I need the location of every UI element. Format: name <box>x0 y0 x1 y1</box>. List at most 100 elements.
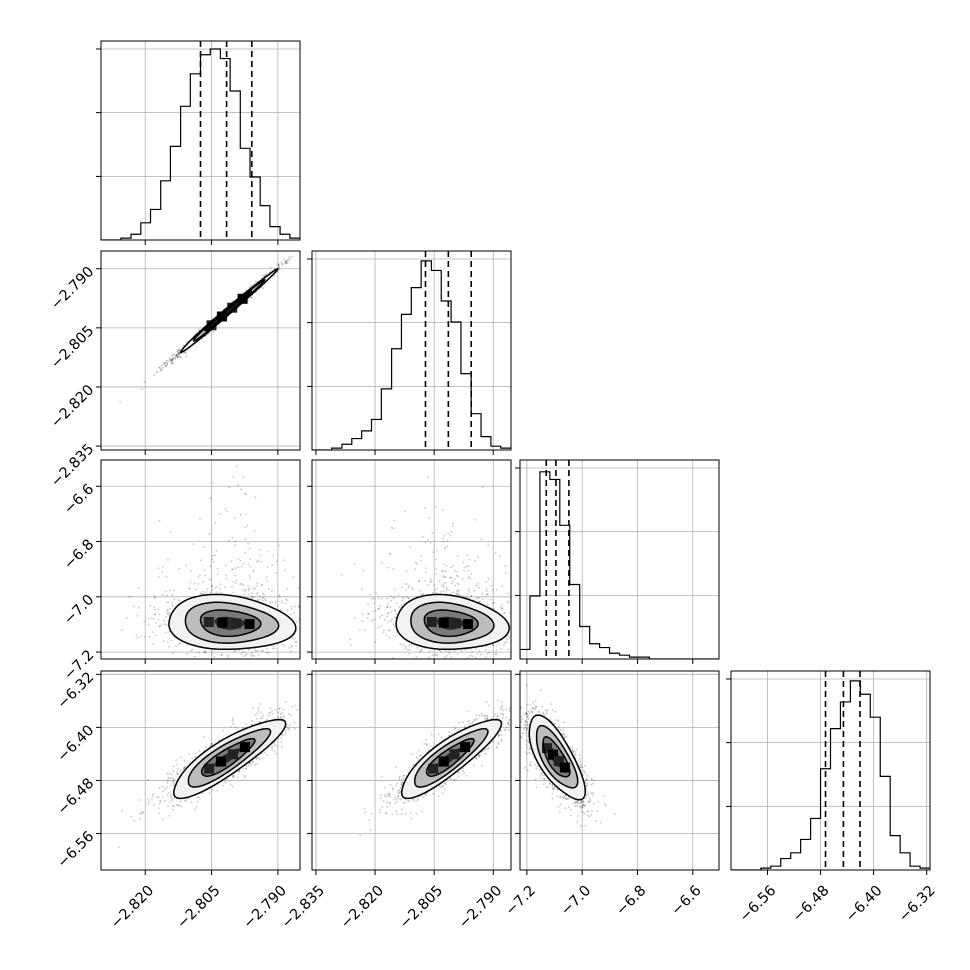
contour-line <box>204 290 252 332</box>
scatter-point <box>178 643 180 646</box>
scatter-point <box>200 559 202 562</box>
scatter-point <box>170 359 173 362</box>
scatter-point <box>255 585 258 587</box>
scatter-point <box>250 764 253 767</box>
scatter-point <box>494 552 497 554</box>
scatter-point <box>431 591 434 594</box>
scatter-point <box>408 648 411 651</box>
scatter-point <box>132 605 135 608</box>
scatter-point <box>259 598 262 601</box>
scatter-point <box>523 613 525 615</box>
scatter-point <box>269 266 272 268</box>
scatter-point <box>257 598 259 601</box>
scatter-point <box>487 577 490 580</box>
scatter-point <box>157 576 160 578</box>
scatter-point <box>172 362 175 365</box>
scatter-point <box>242 588 245 591</box>
scatter-point <box>262 287 264 289</box>
scatter-point <box>503 611 506 614</box>
scatter-point <box>386 606 389 608</box>
scatter-point <box>280 643 283 646</box>
scatter-point <box>166 779 169 782</box>
scatter-point <box>195 805 198 808</box>
scatter-point <box>452 524 454 527</box>
scatter-point <box>173 356 176 358</box>
scatter-point <box>212 482 215 484</box>
scatter-point <box>285 598 287 601</box>
scatter-point <box>499 555 501 558</box>
scatter-point <box>288 727 290 730</box>
scatter-point <box>262 275 265 277</box>
scatter-point <box>271 564 274 567</box>
scatter-point <box>141 388 143 391</box>
scatter-point <box>168 608 171 610</box>
scatter-point <box>206 588 209 590</box>
scatter-point <box>167 601 170 604</box>
scatter-point <box>179 355 182 358</box>
scatter-point <box>237 566 240 569</box>
scatter-point <box>486 603 489 606</box>
scatter-point <box>242 767 245 770</box>
scatter-point <box>190 650 192 652</box>
scatter-point <box>152 617 155 620</box>
scatter-point <box>234 582 237 584</box>
scatter-point <box>158 366 160 369</box>
scatter-point <box>211 558 214 561</box>
scatter-point <box>302 600 304 602</box>
scatter-point <box>143 620 146 623</box>
density-cell <box>438 617 449 628</box>
scatter-point <box>422 593 425 596</box>
scatter-point <box>306 240 308 242</box>
scatter-point <box>215 550 218 552</box>
scatter-point <box>403 510 406 513</box>
scatter-point <box>389 553 392 555</box>
scatter-point <box>456 589 458 592</box>
scatter-point <box>467 589 470 592</box>
scatter-point <box>178 348 180 351</box>
scatter-point <box>252 654 255 657</box>
scatter-point <box>203 650 206 652</box>
scatter-point <box>261 757 264 760</box>
scatter-point <box>252 569 255 571</box>
scatter-point <box>269 601 272 604</box>
scatter-point <box>466 593 469 596</box>
scatter-point <box>171 594 174 596</box>
scatter-point <box>446 588 448 591</box>
scatter-point <box>452 564 455 567</box>
scatter-point <box>244 654 247 656</box>
scatter-point <box>456 593 459 596</box>
scatter-point <box>197 583 200 585</box>
scatter-point <box>295 644 297 647</box>
scatter-point <box>504 565 507 567</box>
scatter-point <box>219 591 222 594</box>
scatter-point <box>169 796 172 799</box>
scatter-point <box>161 366 164 369</box>
scatter-point <box>393 519 395 522</box>
scatter-point <box>273 275 276 277</box>
scatter-point <box>168 772 171 775</box>
scatter-point <box>167 612 169 614</box>
scatter-point <box>520 645 522 647</box>
scatter-point <box>281 262 284 265</box>
scatter-point <box>442 583 445 586</box>
scatter-point <box>177 349 180 352</box>
scatter-point <box>252 761 255 763</box>
scatter-point <box>453 650 456 652</box>
scatter-point <box>250 592 253 595</box>
scatter-point <box>443 576 446 578</box>
scatter-point <box>280 600 283 602</box>
scatter-point <box>318 635 320 637</box>
scatter-point <box>303 246 305 248</box>
scatter-point <box>169 589 171 592</box>
scatter-point <box>163 363 166 365</box>
panel-frame <box>100 40 301 241</box>
scatter-point <box>484 656 487 659</box>
scatter-point <box>247 585 250 587</box>
scatter-point <box>285 260 287 263</box>
scatter-point <box>279 596 281 598</box>
scatter-point <box>278 266 281 269</box>
scatter-point <box>454 570 456 572</box>
scatter-point <box>218 739 220 741</box>
scatter-point <box>328 618 330 620</box>
